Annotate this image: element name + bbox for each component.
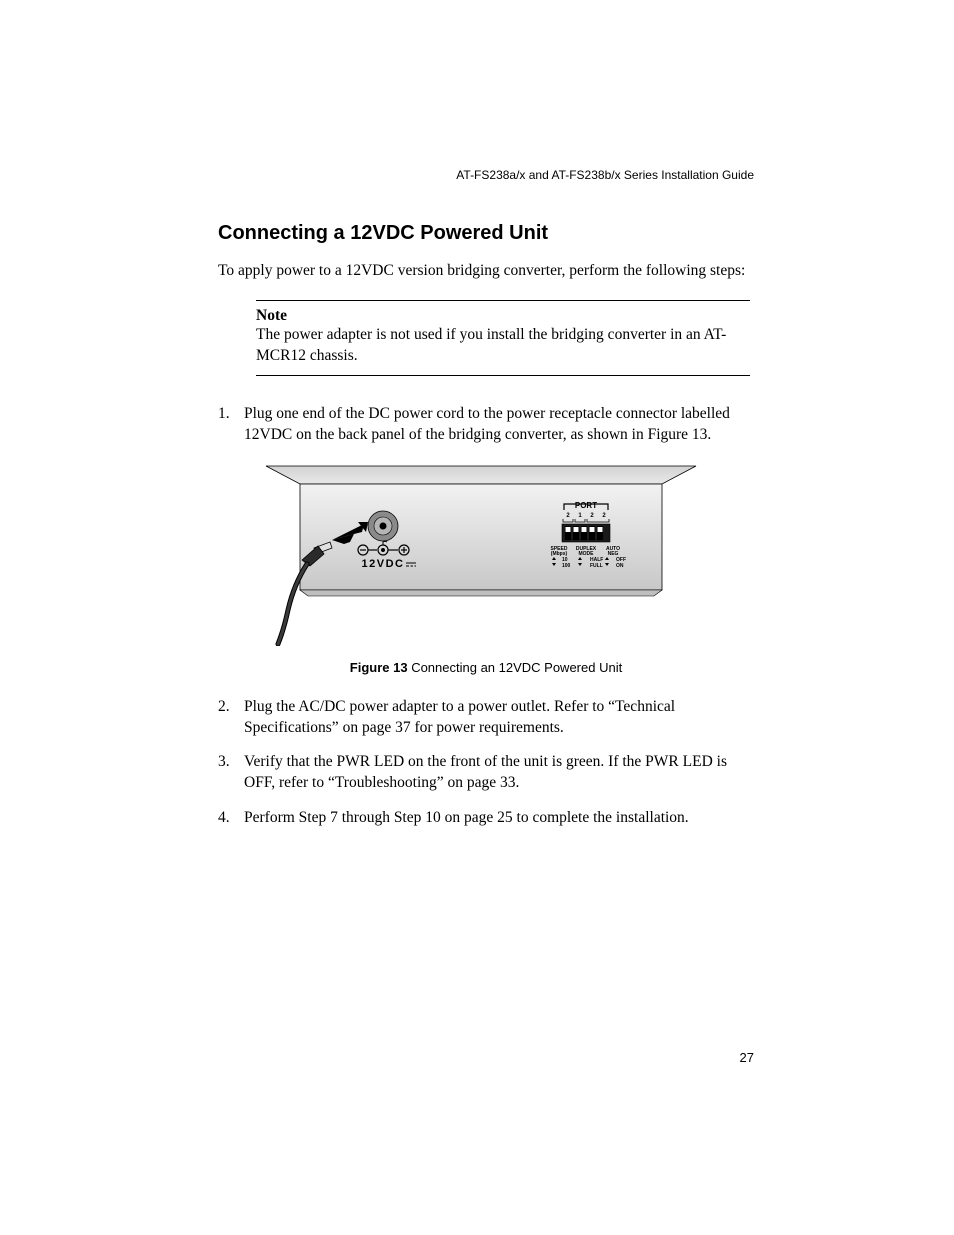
device-foot xyxy=(300,590,662,596)
page-content: AT-FS238a/x and AT-FS238b/x Series Insta… xyxy=(218,168,754,843)
section-title: Connecting a 12VDC Powered Unit xyxy=(218,222,754,245)
sub-full: FULL xyxy=(590,563,603,569)
step-1: 1. Plug one end of the DC power cord to … xyxy=(218,404,754,446)
dc-jack-pin xyxy=(380,522,387,529)
sub-100: 100 xyxy=(562,563,571,569)
step-number: 3. xyxy=(218,752,244,794)
dip-switch-5 xyxy=(597,526,603,540)
running-header: AT-FS238a/x and AT-FS238b/x Series Insta… xyxy=(218,168,754,182)
step-4: 4. Perform Step 7 through Step 10 on pag… xyxy=(218,808,754,829)
step-text: Plug one end of the DC power cord to the… xyxy=(244,404,754,446)
figure-caption-text: Connecting an 12VDC Powered Unit xyxy=(408,660,623,675)
step-text: Perform Step 7 through Step 10 on page 2… xyxy=(244,808,754,829)
step-number: 1. xyxy=(218,404,244,446)
figure-13: 12VDC xyxy=(254,464,754,646)
step-number: 2. xyxy=(218,697,244,739)
dip-switch-4 xyxy=(589,526,595,540)
step-text: Verify that the PWR LED on the front of … xyxy=(244,752,754,794)
step-3: 3. Verify that the PWR LED on the front … xyxy=(218,752,754,794)
jack-label: 12VDC xyxy=(362,558,405,570)
page-number: 27 xyxy=(740,1050,754,1065)
dip-switch-2 xyxy=(573,526,579,540)
dip-switch-1 xyxy=(565,526,571,540)
dip-switch-3 xyxy=(581,526,587,540)
note-text: The power adapter is not used if you ins… xyxy=(256,325,750,367)
device-top xyxy=(266,466,696,484)
note-box: Note The power adapter is not used if yo… xyxy=(256,300,750,376)
figure-number: Figure 13 xyxy=(350,660,408,675)
steps-list: 1. Plug one end of the DC power cord to … xyxy=(218,404,754,446)
step-text: Plug the AC/DC power adapter to a power … xyxy=(244,697,754,739)
device-illustration: 12VDC xyxy=(254,464,708,646)
port-title: PORT xyxy=(575,501,597,510)
step-number: 4. xyxy=(218,808,244,829)
note-label: Note xyxy=(256,307,750,325)
steps-list-cont: 2. Plug the AC/DC power adapter to a pow… xyxy=(218,697,754,830)
sub-on: ON xyxy=(616,563,624,569)
figure-caption: Figure 13 Connecting an 12VDC Powered Un… xyxy=(218,660,754,675)
step-2: 2. Plug the AC/DC power adapter to a pow… xyxy=(218,697,754,739)
intro-paragraph: To apply power to a 12VDC version bridgi… xyxy=(218,261,754,282)
